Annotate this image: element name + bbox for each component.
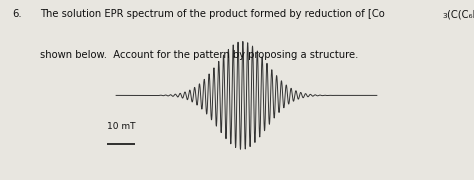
Text: 6.: 6. [12,9,21,19]
Text: The solution EPR spectrum of the product formed by reduction of [Co: The solution EPR spectrum of the product… [40,9,385,19]
Text: (C(C₆H₅)](CO)₉] is: (C(C₆H₅)](CO)₉] is [447,9,474,19]
Text: shown below.  Account for the pattern by proposing a structure.: shown below. Account for the pattern by … [40,50,359,60]
Text: 3: 3 [442,13,447,19]
Text: 10 mT: 10 mT [107,122,135,131]
